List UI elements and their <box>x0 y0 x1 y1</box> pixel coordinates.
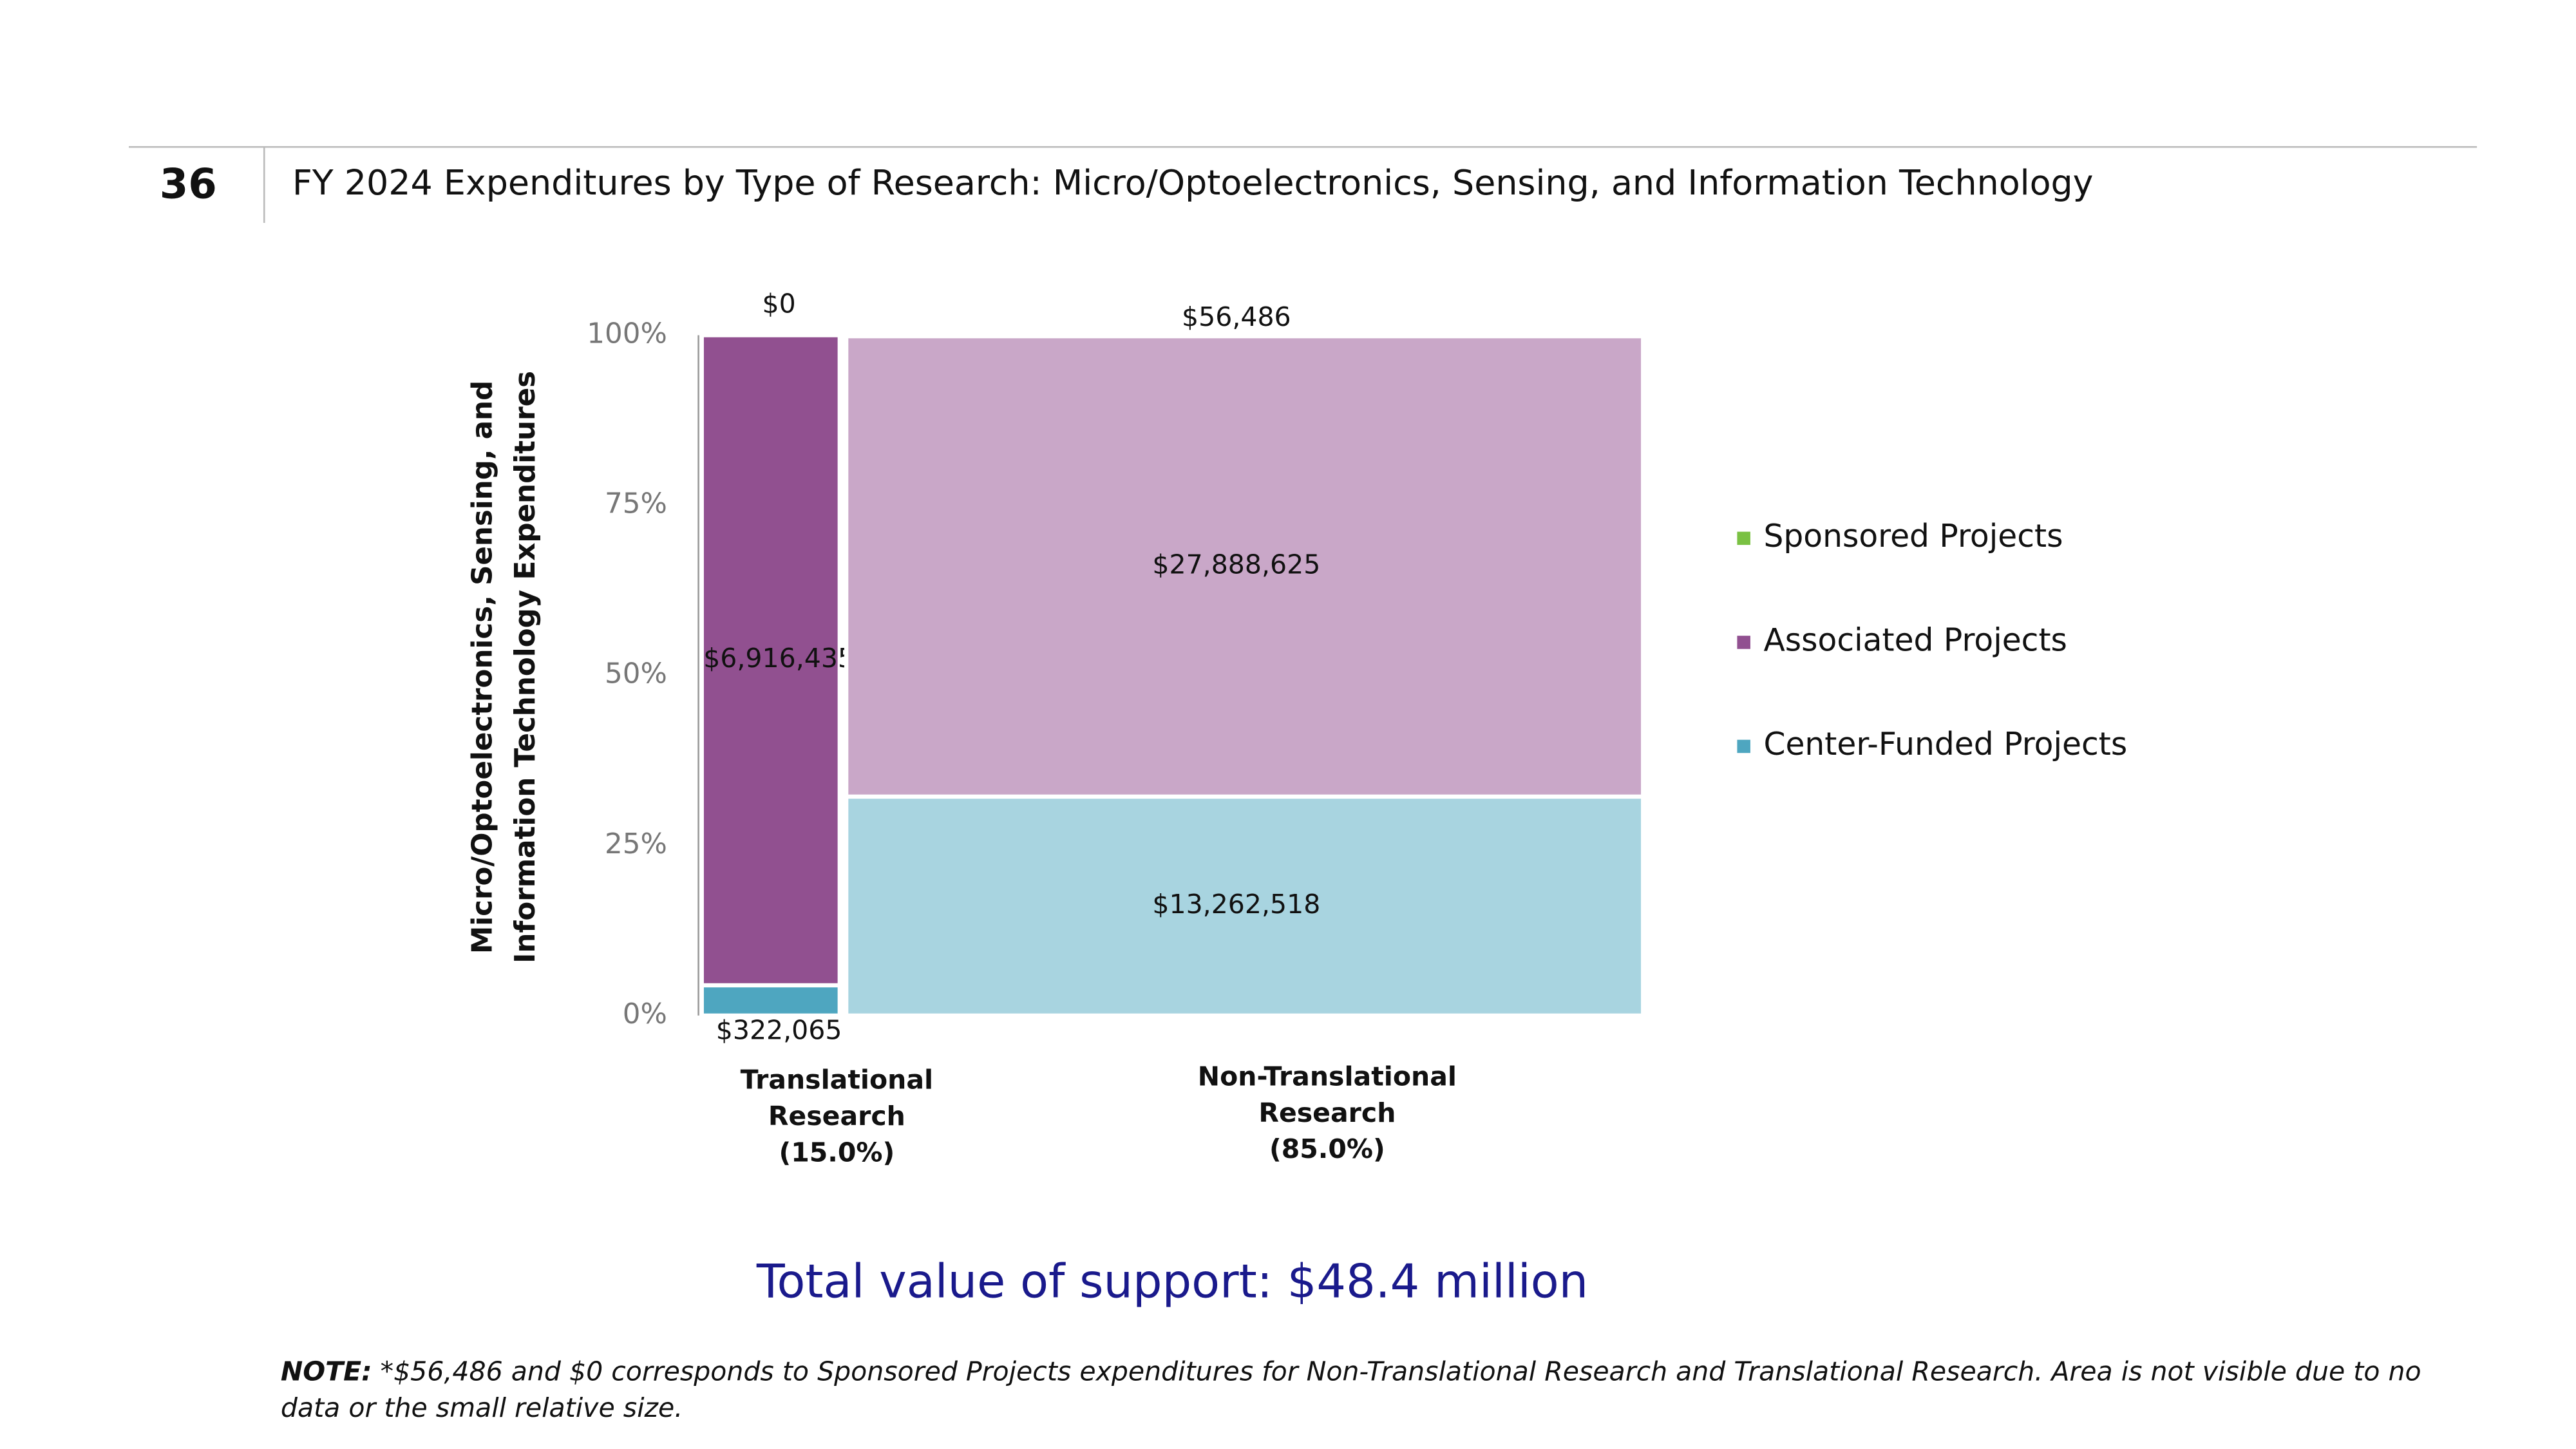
data-label: $322,065 <box>716 1015 842 1046</box>
note-text: *$56,486 and $0 corresponds to Sponsored… <box>280 1356 2421 1424</box>
data-label: $27,888,625 <box>1152 549 1320 580</box>
x-tick-label: Translational <box>741 1064 934 1095</box>
y-axis-title: Micro/Optoelectronics, Sensing, and Infor… <box>466 371 542 963</box>
total: Total value of support: $48.4 million <box>756 1254 1588 1308</box>
note-label: NOTE: <box>280 1356 372 1387</box>
legend-label: Center-Funded Projects <box>1763 726 2127 762</box>
segment <box>699 333 842 988</box>
note-box: NOTE: *$56,486 and $0 corresponds to Spo… <box>281 1354 2427 1427</box>
legend-label: Sponsored Projects <box>1763 518 2063 554</box>
page-number: 36 <box>160 160 217 208</box>
y-axis-title-line: Micro/Optoelectronics, Sensing, and <box>466 381 498 954</box>
y-tick-label: 50% <box>605 658 667 690</box>
legend-swatch <box>1737 531 1750 545</box>
data-label: $56,486 <box>1182 301 1291 332</box>
data-label: $0 <box>762 288 796 319</box>
y-tick-label: 0% <box>623 998 667 1030</box>
x-tick-label: Research <box>768 1101 905 1132</box>
data-label: $6,916,435 <box>703 643 855 674</box>
legend-label: Associated Projects <box>1763 622 2067 658</box>
x-width-label: (85.0%) <box>1269 1133 1385 1164</box>
chart: 0% 25% 50% 75% 100% Micro/Optoelectronics, Se… <box>466 288 2127 1168</box>
y-axis-title-line: Information Technology Expenditures <box>509 371 542 963</box>
note: NOTE: *$56,486 and $0 corresponds to Spo… <box>281 1354 2427 1427</box>
header-title: FY 2024 Expenditures by Type of Research… <box>292 162 2094 203</box>
y-tick-label: 100% <box>587 318 667 350</box>
legend-swatch <box>1737 636 1750 649</box>
y-tick-label: 25% <box>605 828 667 860</box>
legend-swatch <box>1737 739 1750 753</box>
segment <box>844 334 1645 799</box>
y-tick-label: 75% <box>605 488 667 520</box>
x-width-label: (15.0%) <box>779 1137 895 1168</box>
data-label: $13,262,518 <box>1152 889 1320 920</box>
segment <box>699 983 842 1018</box>
x-tick-label: Non-Translational <box>1198 1061 1457 1092</box>
x-tick-label: Research <box>1258 1097 1396 1128</box>
